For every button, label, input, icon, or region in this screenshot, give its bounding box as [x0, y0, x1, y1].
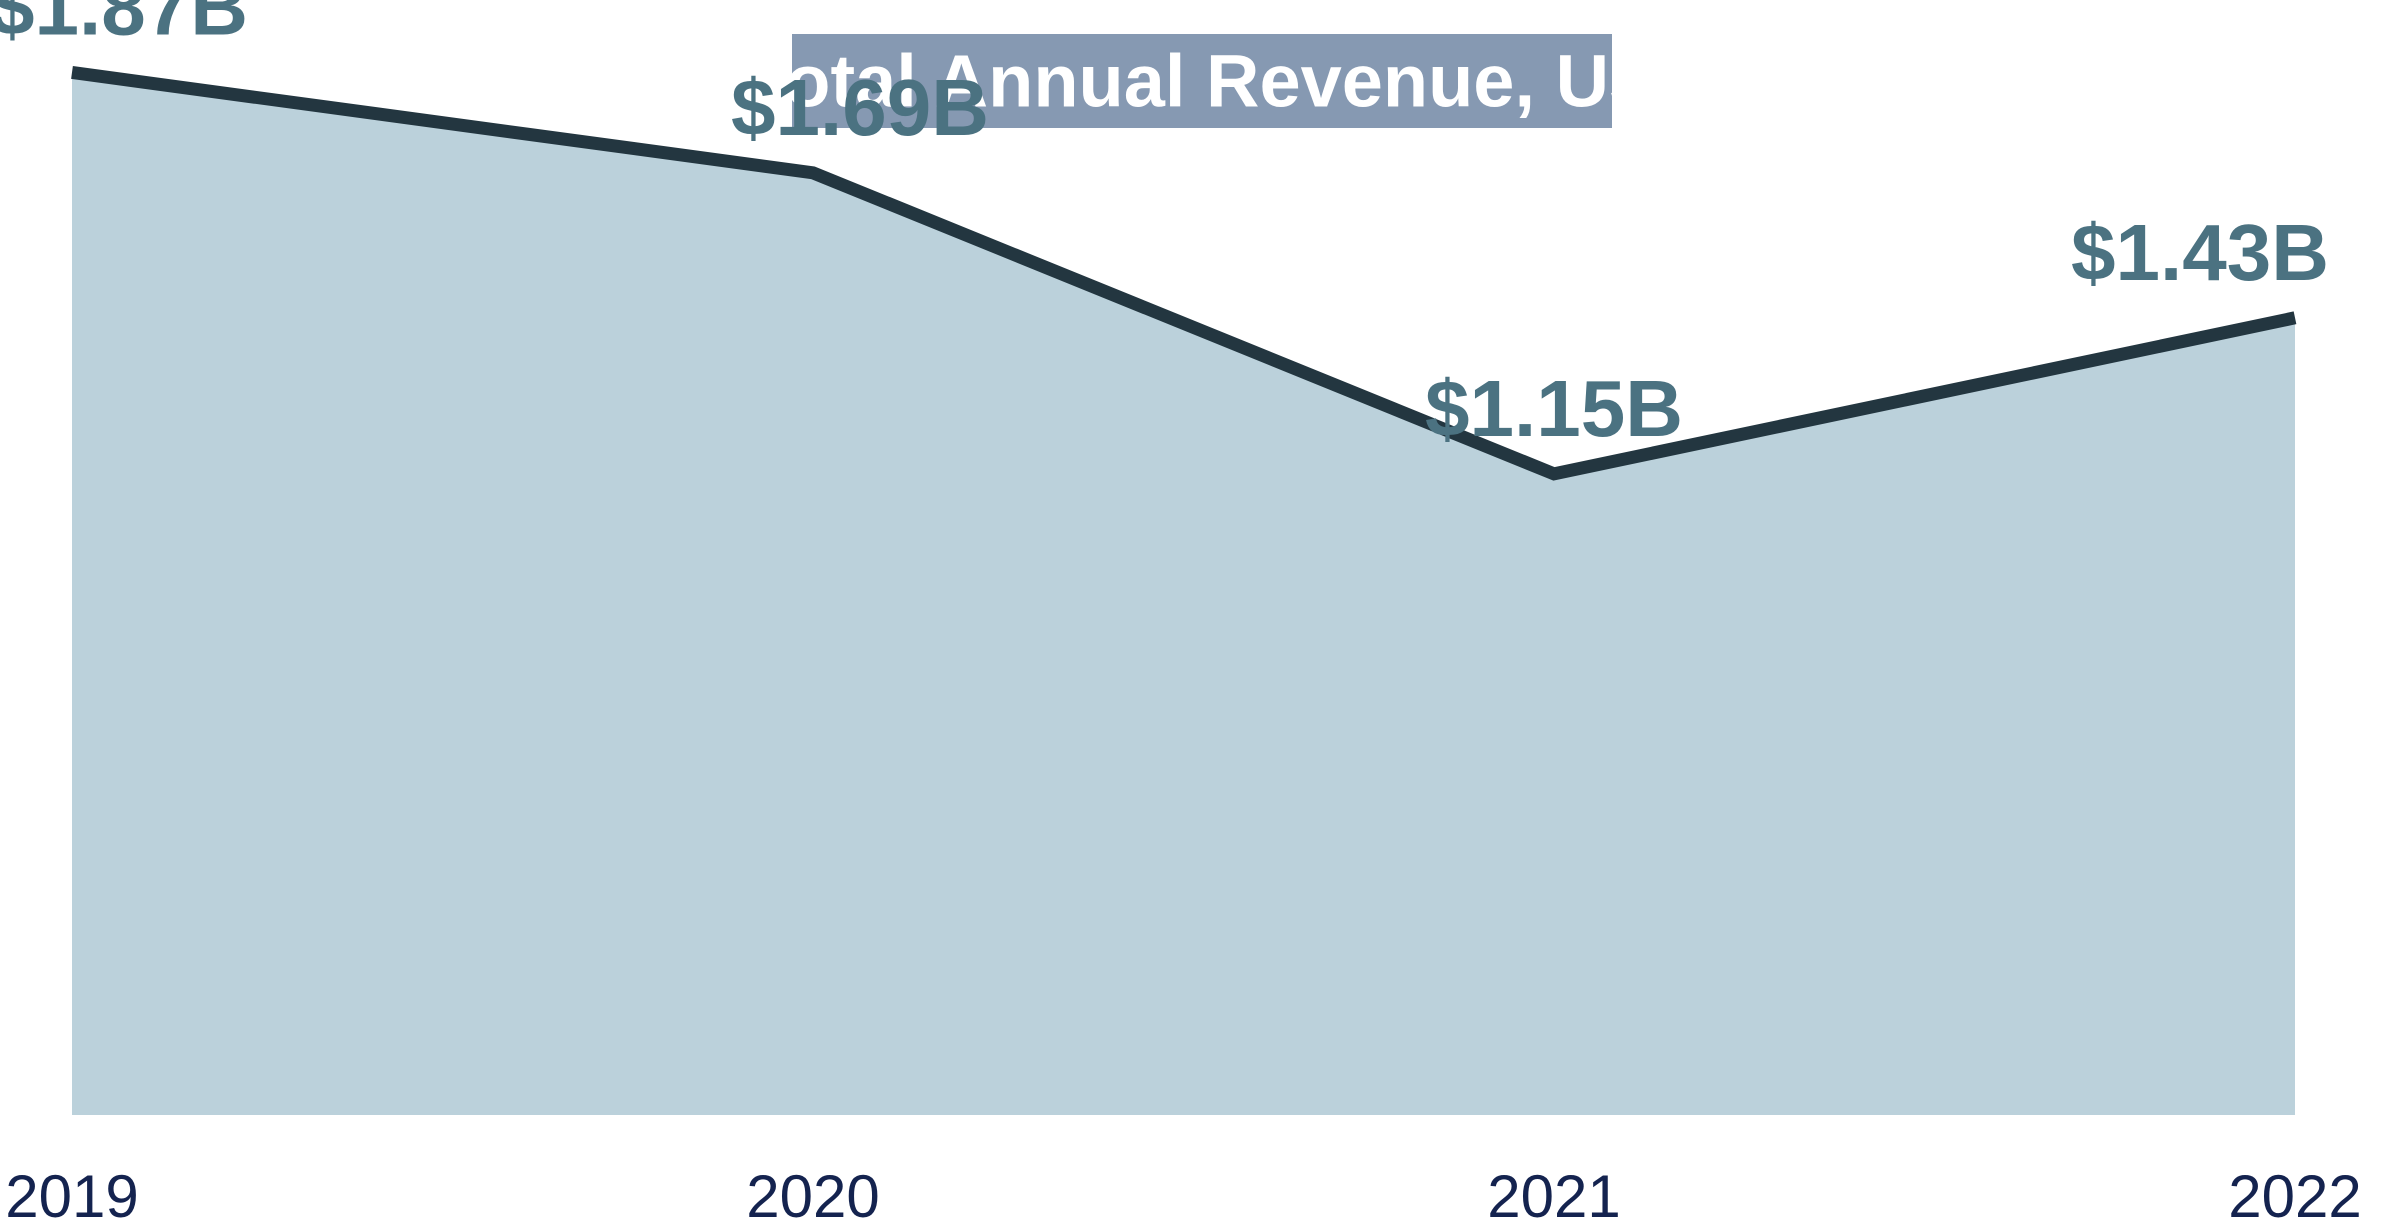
x-axis-tick-labels: 2019 2020 2021 2022 [5, 1163, 2361, 1221]
series-line [71, 66, 2297, 481]
data-label-2022: $1.43B [2071, 208, 2329, 297]
x-tick-label-2019: 2019 [5, 1163, 138, 1221]
x-tick-label-2021: 2021 [1487, 1163, 1620, 1221]
data-label-2021: $1.15B [1425, 364, 1683, 453]
chart-title: Total Annual Revenue, US [746, 40, 1659, 123]
x-tick-label-2022: 2022 [2228, 1163, 2361, 1221]
data-label-2019: $1.87B [0, 0, 248, 51]
chart-title-background [792, 34, 1612, 128]
area-fill [72, 72, 2295, 1116]
x-tick-label-2020: 2020 [746, 1163, 879, 1221]
chart-title-group: Total Annual Revenue, US [746, 34, 1659, 128]
data-label-2020: $1.69B [731, 63, 989, 152]
data-labels: $1.87B $1.69B $1.15B $1.43B [0, 0, 2329, 453]
